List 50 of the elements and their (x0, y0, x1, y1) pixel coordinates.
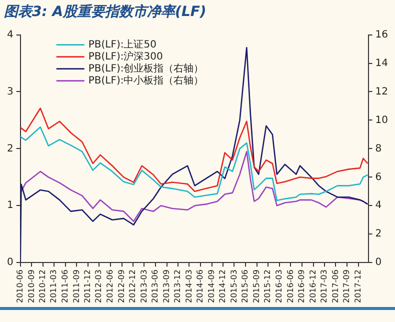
y-tick-label: 2 (6, 143, 14, 154)
y2-tick-label: 14 (375, 58, 388, 69)
x-tick-label: 2011-06 (60, 270, 70, 304)
y-tick-label: 0 (6, 257, 14, 268)
legend-label: PB(LF):创业板指（右轴） (88, 62, 204, 74)
x-tick-label: 2017-03 (319, 270, 328, 304)
x-tick-label: 2017-06 (330, 270, 340, 304)
x-tick-label: 2014-06 (196, 270, 205, 304)
x-tick-label: 2012-06 (106, 270, 115, 304)
x-tick-label: 2013-06 (150, 270, 160, 304)
x-tick-label: 2014-12 (218, 270, 228, 304)
x-tick-label: 2015-12 (263, 270, 272, 304)
legend-label: PB(LF):沪深300 (88, 50, 163, 62)
x-tick-label: 2016-03 (274, 270, 284, 304)
y2-tick-label: 6 (375, 172, 382, 183)
chart-title: 图表3: A股重要指数市净率(LF) (4, 3, 206, 20)
x-tick-label: 2017-09 (342, 270, 352, 304)
x-tick-label: 2015-06 (240, 270, 250, 304)
x-tick-label: 2016-06 (286, 270, 295, 304)
x-tick-label: 2010-12 (38, 270, 48, 304)
y2-tick-label: 12 (375, 86, 388, 98)
y2-tick-label: 0 (375, 257, 382, 268)
x-tick-label: 2016-12 (308, 270, 318, 304)
y2-tick-label: 10 (375, 114, 388, 126)
y-tick-label: 4 (6, 29, 14, 40)
legend-label: PB(LF):上证50 (88, 38, 156, 50)
x-tick-label: 2015-09 (252, 270, 261, 304)
y2-tick-label: 16 (375, 29, 388, 40)
y2-tick-label: 8 (375, 143, 382, 154)
x-tick-label: 2016-09 (297, 270, 306, 304)
x-tick-label: 2015-03 (229, 270, 238, 304)
x-tick-label: 2011-12 (83, 270, 92, 304)
x-tick-label: 2010-06 (15, 270, 24, 304)
x-tick-label: 2017-12 (353, 270, 362, 304)
y2-tick-label: 4 (375, 200, 382, 212)
x-tick-label: 2012-09 (116, 270, 126, 304)
x-tick-label: 2013-12 (173, 270, 182, 304)
y2-tick-label: 2 (375, 228, 382, 240)
y-tick-label: 3 (6, 86, 14, 98)
x-tick-label: 2011-09 (72, 270, 81, 304)
x-tick-label: 2014-03 (184, 270, 194, 304)
x-tick-label: 2012-03 (94, 270, 104, 304)
x-tick-label: 2013-03 (139, 270, 148, 304)
x-tick-label: 2012-12 (128, 270, 138, 304)
x-tick-label: 2011-03 (49, 270, 58, 304)
x-tick-label: 2013-09 (162, 270, 171, 304)
x-tick-label: 2014-09 (206, 270, 216, 304)
y-tick-label: 1 (6, 200, 14, 212)
legend-label: PB(LF):中小板指（右轴） (88, 74, 204, 86)
x-tick-label: 2010-09 (26, 270, 36, 304)
